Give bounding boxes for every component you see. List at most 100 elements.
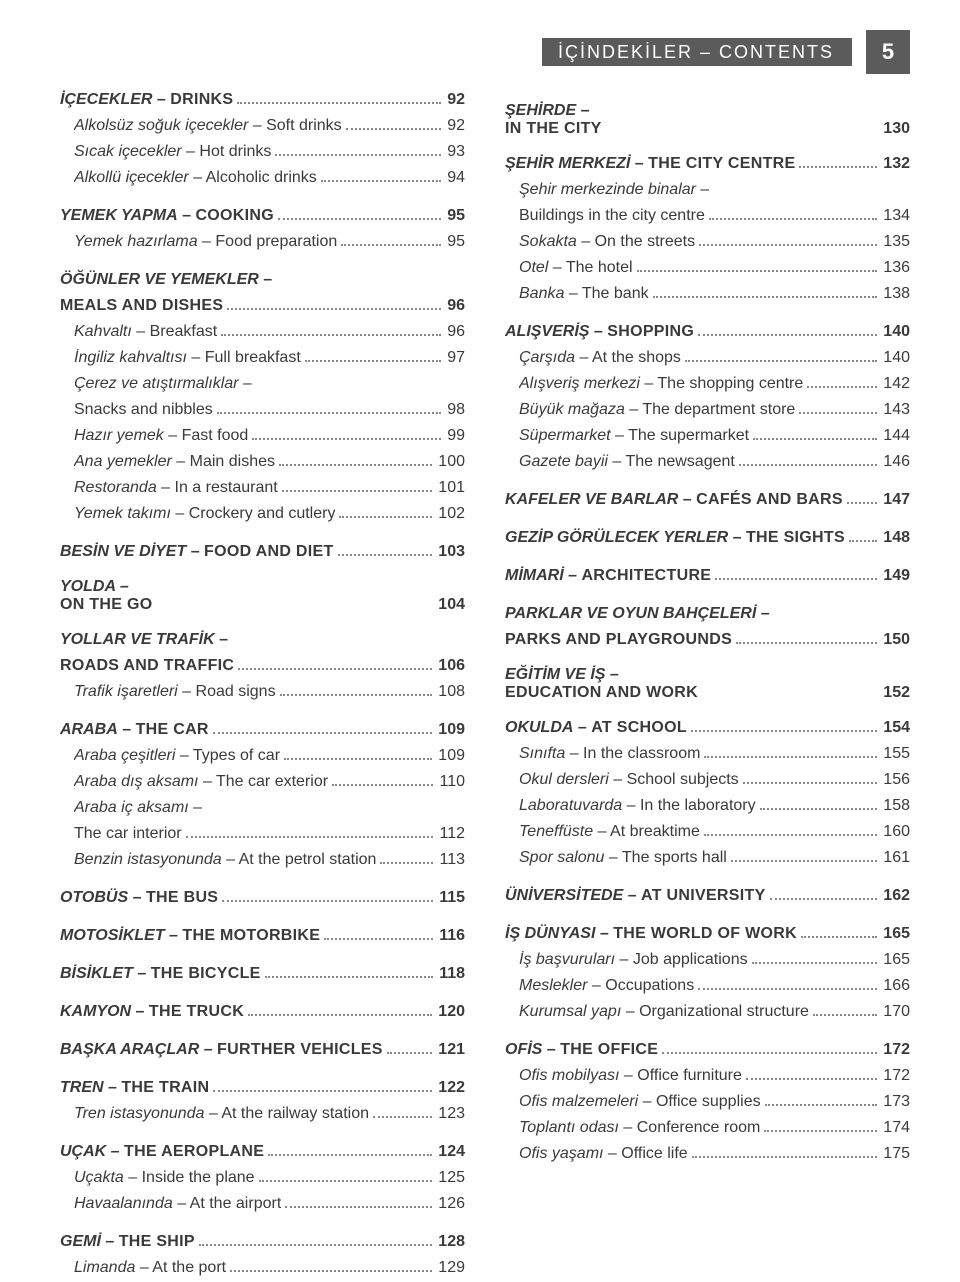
toc-label: İŞ DÜNYASI – THE WORLD OF WORK — [505, 922, 797, 946]
toc-entry: İş başvuruları – Job applications165 — [505, 948, 910, 972]
toc-label: Otel – The hotel — [519, 256, 633, 280]
toc-page: 138 — [881, 282, 910, 306]
toc-page: 172 — [881, 1038, 910, 1062]
toc-label: Yemek takımı – Crockery and cutlery — [74, 502, 335, 526]
section-heading: YOLDA –ON THE GO104 — [60, 578, 465, 614]
toc-page: 101 — [436, 476, 465, 500]
leader-dots — [698, 334, 877, 336]
toc-page: 129 — [436, 1256, 465, 1280]
toc-entry: OFİS – THE OFFICE172 — [505, 1038, 910, 1062]
toc-label: BİSİKLET – THE BICYCLE — [60, 962, 261, 986]
toc-page: 150 — [881, 628, 910, 652]
toc-label: İÇECEKLER – DRINKS — [60, 88, 233, 112]
toc-label: Araba iç aksamı – — [74, 796, 202, 820]
toc-label: Tren istasyonunda – At the railway stati… — [74, 1102, 369, 1126]
header-title: İÇİNDEKİLER – CONTENTS — [542, 38, 852, 66]
toc-page: 170 — [881, 1000, 910, 1024]
toc-entry: MİMARİ – ARCHITECTURE149 — [505, 564, 910, 588]
toc-label: Ana yemekler – Main dishes — [74, 450, 275, 474]
toc-label: Havaalanında – At the airport — [74, 1192, 281, 1216]
toc-entry: Gazete bayii – The newsagent146 — [505, 450, 910, 474]
toc-page: 125 — [436, 1166, 465, 1190]
toc-entry: BİSİKLET – THE BICYCLE118 — [60, 962, 465, 986]
toc-label: ALIŞVERİŞ – SHOPPING — [505, 320, 694, 344]
toc-page: 154 — [881, 716, 910, 740]
toc-entry: Alışveriş merkezi – The shopping centre1… — [505, 372, 910, 396]
leader-dots — [282, 490, 433, 492]
toc-entry: YEMEK YAPMA – COOKING95 — [60, 204, 465, 228]
toc-entry: Büyük mağaza – The department store143 — [505, 398, 910, 422]
toc-entry: Tren istasyonunda – At the railway stati… — [60, 1102, 465, 1126]
toc-entry: Benzin istasyonunda – At the petrol stat… — [60, 848, 465, 872]
toc-entry: Çarşıda – At the shops140 — [505, 346, 910, 370]
toc-entry: Meslekler – Occupations166 — [505, 974, 910, 998]
toc-page: 115 — [437, 886, 465, 910]
left-column: İÇECEKLER – DRINKS92Alkolsüz soğuk içece… — [60, 88, 465, 1282]
leader-dots — [799, 412, 877, 414]
toc-label: İş başvuruları – Job applications — [519, 948, 748, 972]
leader-dots — [847, 502, 877, 504]
toc-label: Araba dış aksamı – The car exterior — [74, 770, 328, 794]
toc-page: 109 — [436, 718, 465, 742]
toc-entry: UÇAK – THE AEROPLANE124 — [60, 1140, 465, 1164]
toc-label: Laboratuvarda – In the laboratory — [519, 794, 756, 818]
toc-entry: İngiliz kahvaltısı – Full breakfast97 — [60, 346, 465, 370]
leader-dots — [238, 668, 432, 670]
toc-page: 102 — [436, 502, 465, 526]
toc-entry: Yemek takımı – Crockery and cutlery 102 — [60, 502, 465, 526]
toc-page: 160 — [881, 820, 910, 844]
toc-label: Ofis mobilyası – Office furniture — [519, 1064, 742, 1088]
toc-entry: ROADS AND TRAFFIC106 — [60, 654, 465, 678]
toc-label: PARKLAR VE OYUN BAHÇELERİ – — [505, 602, 770, 626]
toc-label: Uçakta – Inside the plane — [74, 1166, 255, 1190]
leader-dots — [704, 834, 877, 836]
toc-page: 94 — [445, 166, 465, 190]
leader-dots — [280, 694, 433, 696]
section-row: ON THE GO104 — [60, 596, 465, 614]
toc-label: MİMARİ – ARCHITECTURE — [505, 564, 711, 588]
toc-label: KAFELER VE BARLAR – CAFÉS AND BARS — [505, 488, 843, 512]
toc-page: 103 — [436, 540, 465, 564]
toc-entry: Snacks and nibbles98 — [60, 398, 465, 422]
leader-dots — [752, 962, 878, 964]
toc-entry: İÇECEKLER – DRINKS 92 — [60, 88, 465, 112]
toc-page: 92 — [445, 88, 465, 112]
leader-dots — [373, 1116, 432, 1118]
toc-entry: Trafik işaretleri – Road signs108 — [60, 680, 465, 704]
toc-entry: Araba çeşitleri – Types of car109 — [60, 744, 465, 768]
toc-entry: Sıcak içecekler – Hot drinks93 — [60, 140, 465, 164]
leader-dots — [685, 360, 877, 362]
toc-label: Sınıfta – In the classroom — [519, 742, 700, 766]
leader-dots — [339, 516, 432, 518]
toc-entry: Yemek hazırlama – Food preparation95 — [60, 230, 465, 254]
section-en: EDUCATION AND WORK — [505, 684, 698, 702]
leader-dots — [699, 244, 877, 246]
toc-label: Spor salonu – The sports hall — [519, 846, 727, 870]
toc-entry: Restoranda – In a restaurant101 — [60, 476, 465, 500]
leader-dots — [387, 1052, 433, 1054]
leader-dots — [380, 862, 433, 864]
leader-dots — [213, 732, 433, 734]
leader-dots — [653, 296, 878, 298]
toc-entry: Uçakta – Inside the plane 125 — [60, 1166, 465, 1190]
toc-entry: GEMİ – THE SHIP128 — [60, 1230, 465, 1254]
toc-entry: PARKS AND PLAYGROUNDS150 — [505, 628, 910, 652]
leader-dots — [332, 784, 433, 786]
toc-entry: Kurumsal yapı – Organizational structure… — [505, 1000, 910, 1024]
leader-dots — [324, 938, 433, 940]
toc-entry: Hazır yemek – Fast food99 — [60, 424, 465, 448]
toc-entry: PARKLAR VE OYUN BAHÇELERİ – — [505, 602, 910, 626]
toc-page: 147 — [881, 488, 910, 512]
toc-label: Teneffüste – At breaktime — [519, 820, 700, 844]
toc-entry: Otel – The hotel136 — [505, 256, 910, 280]
toc-entry: Alkollü içecekler – Alcoholic drinks94 — [60, 166, 465, 190]
leader-dots — [760, 808, 878, 810]
toc-entry: ALIŞVERİŞ – SHOPPING140 — [505, 320, 910, 344]
toc-label: YEMEK YAPMA – COOKING — [60, 204, 274, 228]
leader-dots — [799, 166, 877, 168]
toc-label: GEZİP GÖRÜLECEK YERLER – THE SIGHTS — [505, 526, 845, 550]
toc-entry: BESİN VE DİYET – FOOD AND DIET103 — [60, 540, 465, 564]
leader-dots — [285, 1206, 432, 1208]
toc-label: Süpermarket – The supermarket — [519, 424, 749, 448]
toc-page: 123 — [436, 1102, 465, 1126]
